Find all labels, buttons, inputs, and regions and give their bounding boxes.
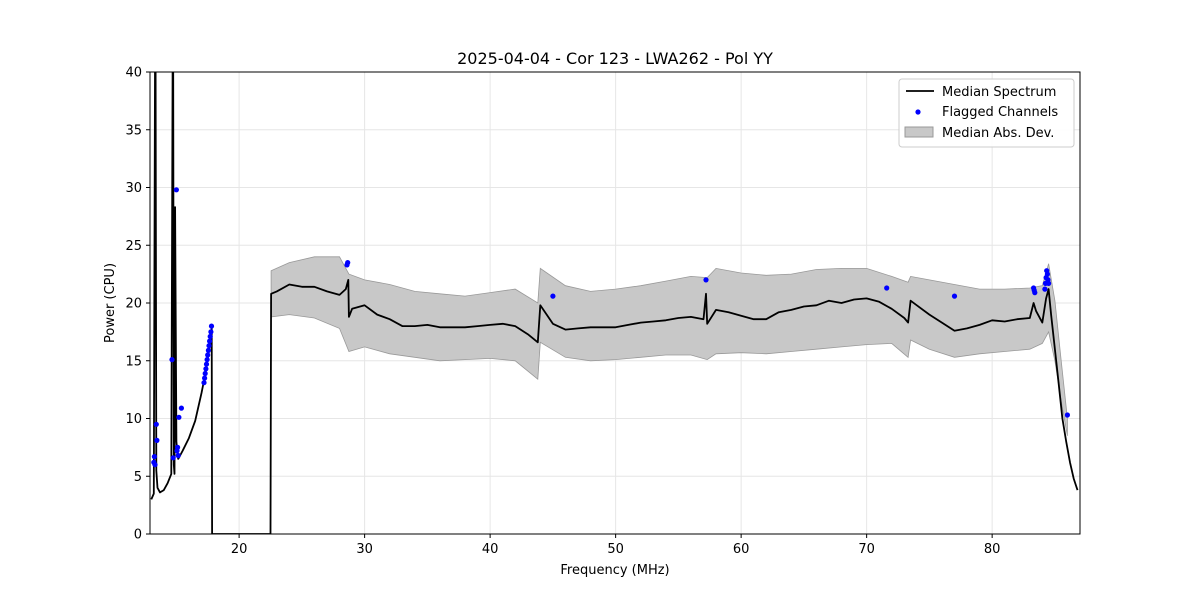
y-tick-label: 10 — [125, 412, 142, 427]
x-tick-label: 20 — [231, 542, 248, 557]
x-tick-label: 50 — [607, 542, 624, 557]
flagged-channel-point — [175, 452, 181, 459]
chart-title: 2025-04-04 - Cor 123 - LWA262 - Pol YY — [457, 49, 773, 68]
x-axis-label: Frequency (MHz) — [560, 563, 669, 578]
flagged-channel-point — [154, 437, 160, 443]
flagged-channel-point — [151, 454, 157, 460]
x-tick-label: 60 — [733, 542, 750, 557]
flagged-channel-point — [152, 462, 158, 468]
flagged-channel-point — [202, 375, 208, 381]
flagged-channel-point — [1046, 280, 1052, 286]
flagged-channel-point — [201, 380, 207, 386]
flagged-channel-point — [207, 333, 213, 340]
flagged-channel-point — [1042, 286, 1048, 292]
y-tick-label: 30 — [125, 181, 142, 196]
y-tick-label: 0 — [134, 528, 142, 543]
y-tick-label: 35 — [125, 123, 142, 138]
flagged-channel-point — [345, 260, 351, 266]
x-axis-ticks: 20 30 40 50 60 70 80 — [231, 534, 1001, 557]
flagged-channel-point — [169, 357, 175, 363]
y-tick-label: 5 — [134, 470, 142, 485]
x-tick-label: 80 — [984, 542, 1001, 557]
legend-box — [898, 78, 1075, 148]
plot-series — [150, 72, 1079, 534]
x-tick-label: 30 — [356, 542, 373, 557]
y-axis-ticks: 0 5 10 15 20 25 30 35 40 — [125, 66, 150, 543]
legend: Median Spectrum Flagged Channels Median … — [898, 78, 1075, 148]
mad-band — [270, 256, 1068, 436]
flagged-channel-point — [1044, 271, 1050, 277]
y-tick-label: 20 — [125, 297, 142, 312]
flagged-channel-point — [205, 352, 211, 358]
flagged-channel-point — [173, 187, 179, 193]
flagged-channel-point — [203, 366, 209, 372]
flagged-channel-point — [205, 347, 211, 353]
y-tick-label: 25 — [125, 239, 142, 254]
flagged-channel-point — [170, 455, 176, 461]
x-tick-label: 40 — [482, 542, 499, 557]
flagged-channel-point — [550, 293, 556, 299]
flagged-channel-point — [176, 414, 182, 420]
flagged-channel-point — [884, 285, 890, 291]
legend-dot-swatch — [915, 109, 921, 115]
flagged-channel-point — [204, 357, 210, 363]
y-tick-label: 15 — [125, 354, 142, 369]
flagged-channel-point — [951, 293, 958, 299]
flagged-channel-point — [206, 343, 212, 349]
flagged-channel-point — [207, 338, 213, 344]
flagged-channel-point — [153, 421, 159, 427]
flagged-channel-point — [203, 361, 210, 367]
legend-median-abs-dev: Median Abs. Dev. — [942, 126, 1054, 141]
flagged-channel-point — [703, 277, 709, 283]
x-tick-label: 70 — [858, 542, 875, 557]
legend-band-swatch — [904, 126, 934, 138]
plot-area — [150, 72, 1079, 534]
flagged-channel-point — [178, 405, 184, 411]
legend-median-spectrum: Median Spectrum — [942, 85, 1056, 100]
flagged-channel-point — [1032, 290, 1038, 296]
flagged-channel-point — [175, 444, 181, 450]
flagged-channel-point — [1064, 412, 1070, 418]
legend-flagged-channels: Flagged Channels — [942, 105, 1058, 120]
flagged-channel-point — [208, 329, 214, 335]
flagged-channel-point — [208, 323, 215, 329]
y-axis-label: Power (CPU) — [103, 263, 118, 343]
y-tick-label: 40 — [125, 66, 142, 81]
flagged-channel-point — [202, 370, 208, 377]
